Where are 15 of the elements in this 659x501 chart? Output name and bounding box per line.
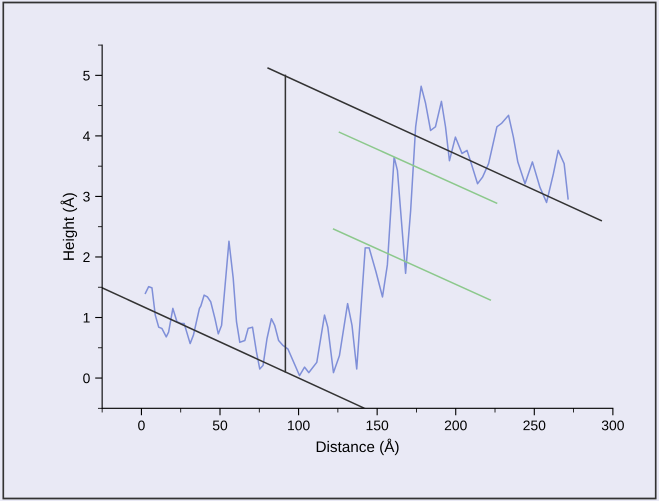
x-tick-label: 200 — [444, 420, 467, 430]
y-tick-label: 2 — [83, 252, 90, 262]
y-tick-label: 4 — [82, 131, 90, 141]
y-tick-label: 5 — [83, 70, 90, 81]
y-tick-label: 0 — [83, 373, 90, 384]
x-tick-label: 50 — [212, 420, 228, 430]
x-tick-label: 300 — [602, 420, 624, 430]
x-axis-title: Distance (Å) — [316, 438, 399, 456]
y-tick-label: 1 — [84, 312, 90, 323]
y-tick-label: 3 — [83, 192, 90, 202]
y-axis-title: Height (Å) — [60, 193, 78, 260]
x-tick-label: 100 — [288, 420, 310, 430]
x-tick-label: 0 — [138, 420, 145, 430]
x-tick-label: 150 — [366, 420, 388, 430]
x-tick-label: 250 — [523, 420, 546, 430]
